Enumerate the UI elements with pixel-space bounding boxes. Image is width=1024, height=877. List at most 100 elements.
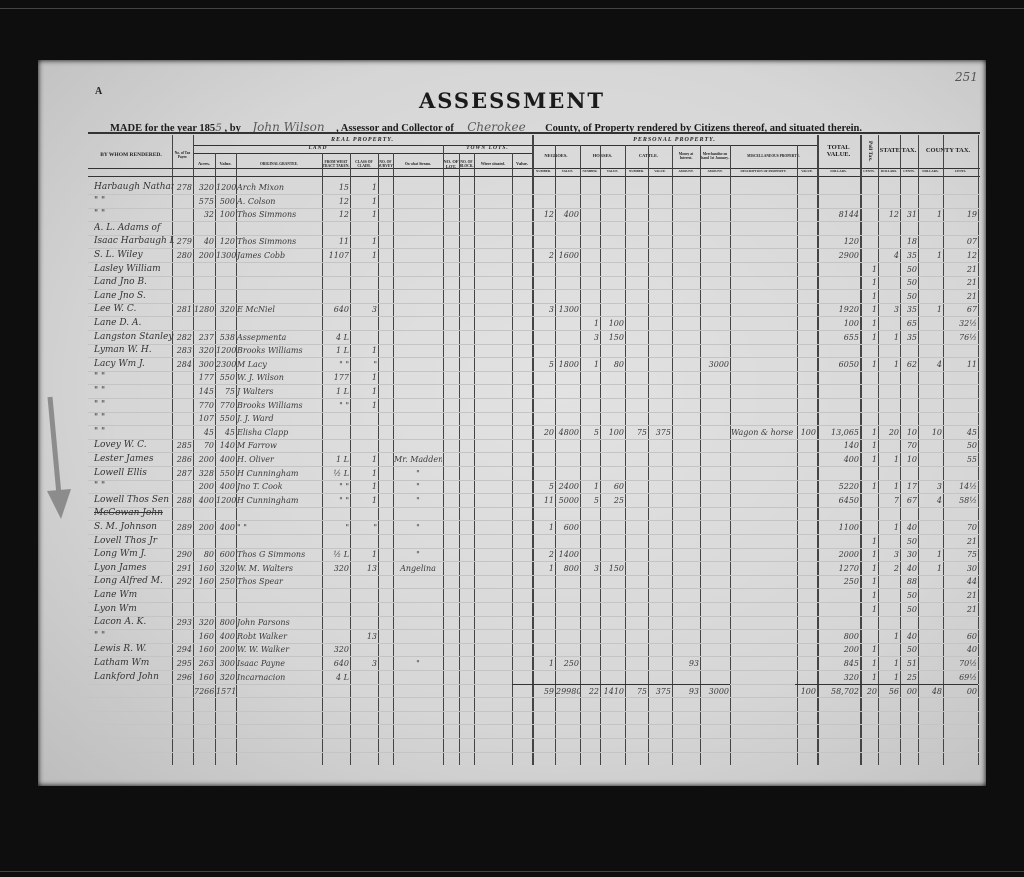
row-12-name: Lyman W. H.	[94, 345, 152, 356]
ruled-line	[88, 670, 980, 671]
row-20-st_c: 10	[906, 455, 917, 464]
row-17-lvalue: 550	[219, 414, 235, 424]
row-2-tract: 12	[338, 210, 349, 220]
column-header-situated: Where situated.	[480, 161, 506, 166]
row-13-hor_v: 80	[613, 359, 624, 369]
column-divider	[625, 145, 626, 765]
row-35-co_c: 70½	[959, 659, 977, 668]
row-33-name: " "	[94, 630, 106, 641]
row-1-claim: 1	[371, 196, 377, 206]
row-27-tax: 290	[176, 550, 192, 560]
row-27-neg_n: 2	[548, 550, 554, 560]
column-divider	[236, 153, 237, 765]
assessor-label: , Assessor and Collector of	[336, 123, 454, 134]
column-divider	[600, 145, 601, 765]
row-1-acres: 575	[198, 196, 214, 206]
row-2-st_d: 12	[888, 210, 899, 220]
row-28-co_d: 1	[936, 563, 942, 573]
row-2-name: " "	[94, 209, 106, 220]
row-5-neg_v: 1600	[558, 251, 579, 260]
row-23-claim: 1	[371, 495, 377, 505]
personal-property-header: PERSONAL PROPERTY.	[633, 137, 716, 143]
row-22-stream: "	[416, 482, 420, 492]
row-9-neg_n: 3	[548, 305, 554, 315]
row-35-neg_v: 250	[563, 659, 579, 668]
row-35-tract: 640	[333, 659, 349, 668]
ruled-line	[88, 302, 980, 304]
ruled-line	[88, 710, 980, 712]
row-23-co_c: 58½	[959, 495, 977, 505]
totals-neg_v: 29980	[556, 687, 580, 697]
row-36-name: Lankford John	[94, 671, 159, 682]
row-9-neg_v: 1300	[558, 305, 579, 315]
row-22-neg_v: 2400	[558, 482, 579, 492]
row-34-acres: 160	[198, 645, 214, 655]
subheader-cat_v: VALUE.	[654, 169, 666, 174]
row-13-co_c: 11	[966, 359, 977, 369]
row-23-neg_n: 11	[543, 495, 554, 505]
ruled-line	[88, 493, 980, 495]
row-11-acres: 237	[198, 332, 214, 342]
row-22-st_c: 17	[906, 482, 917, 492]
row-27-acres: 80	[203, 550, 214, 560]
row-29-grantee: Thos Spear	[237, 577, 283, 587]
column-divider	[172, 135, 173, 765]
row-22-hor_v: 60	[613, 482, 624, 492]
ruled-line	[88, 615, 980, 617]
row-18-name: " "	[94, 426, 106, 437]
column-divider	[393, 153, 394, 765]
totals-hor_n: 22	[588, 687, 599, 697]
row-26-name: Lovell Thos Jr	[94, 535, 158, 546]
ruled-line	[88, 398, 980, 399]
row-15-grantee: J Walters	[237, 387, 274, 396]
row-36-st_d: 1	[893, 672, 899, 682]
ruled-line	[88, 588, 980, 590]
row-18-st_d: 20	[888, 427, 899, 437]
row-13-neg_v: 1800	[558, 359, 579, 369]
row-5-co_c: 12	[966, 251, 977, 260]
ruled-line	[88, 697, 980, 699]
row-7-name: Land Jno B.	[94, 277, 147, 288]
row-20-claim: 1	[371, 455, 377, 464]
column-divider	[193, 135, 194, 765]
subheader-st_d: DOLLARS.	[880, 169, 898, 174]
row-18-cat_n: 75	[636, 427, 647, 437]
ruled-line	[88, 330, 980, 331]
row-11-tract: 4 L	[336, 332, 349, 342]
row-13-hor_n: 1	[593, 359, 599, 369]
row-18-misc_v: 100	[800, 427, 816, 437]
column-divider	[672, 145, 673, 765]
row-9-acres: 1280	[194, 305, 215, 315]
totals-merch: 3000	[708, 687, 729, 697]
row-27-grantee: Thos G Simmons	[237, 550, 306, 560]
row-32-tax: 293	[176, 618, 192, 628]
row-27-st_d: 3	[893, 550, 899, 560]
row-22-poll: 1	[871, 482, 877, 492]
row-25-acres: 200	[198, 523, 214, 532]
row-4-total: 120	[843, 237, 859, 247]
row-13-co_d: 4	[936, 359, 942, 369]
row-35-name: Latham Wm	[94, 658, 150, 668]
column-header-claim: CLASS OF CLAIM.	[355, 159, 373, 168]
row-33-total: 800	[843, 631, 859, 641]
row-9-tract: 640	[333, 305, 349, 315]
row-30-co_c: 21	[966, 591, 977, 600]
row-27-stream: "	[416, 550, 420, 560]
totals-rule	[512, 684, 730, 686]
row-6-poll: 1	[871, 264, 877, 274]
column-header-tvalue: Value.	[516, 161, 528, 167]
row-35-tax: 295	[176, 659, 192, 668]
row-23-tract: " "	[339, 495, 349, 505]
row-4-name: Isaac Harbaugh Ley	[94, 236, 174, 247]
row-9-poll: 1	[871, 305, 877, 315]
column-divider	[378, 153, 379, 765]
row-13-neg_n: 5	[548, 359, 554, 369]
row-13-claim: "	[373, 359, 377, 369]
row-8-poll: 1	[871, 291, 877, 301]
row-29-co_c: 44	[966, 577, 977, 587]
row-22-neg_n: 5	[548, 482, 554, 492]
scan-frame	[0, 8, 1024, 872]
row-36-tax: 296	[176, 672, 192, 682]
row-19-acres: 70	[203, 441, 214, 451]
column-header-survey: NO. OF SURVEY	[378, 159, 393, 168]
